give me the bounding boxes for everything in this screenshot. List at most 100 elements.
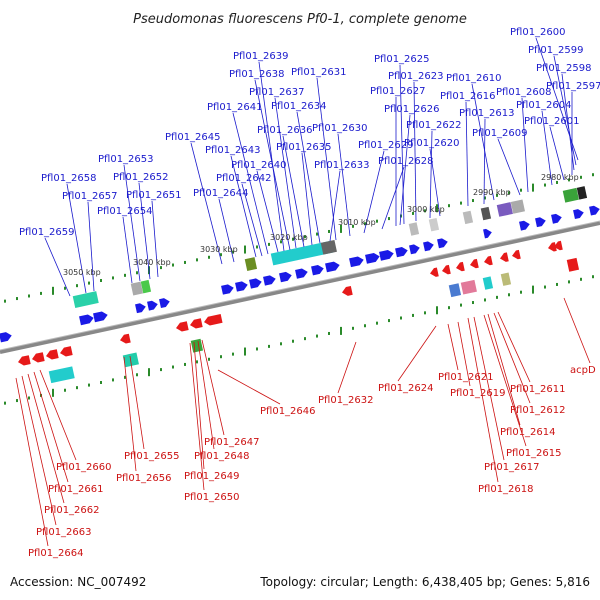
gene-label-bottom: Pfl01_2662 — [44, 505, 100, 516]
tick-mark — [208, 357, 210, 361]
tick-mark — [460, 303, 462, 307]
leader-line — [39, 369, 77, 461]
leader-line — [218, 198, 235, 263]
feature-box — [562, 187, 579, 203]
leader-line — [274, 97, 297, 249]
scale-label: 3020 kbp — [270, 233, 308, 242]
tick-mark — [64, 286, 66, 290]
gene-label-bottom: Pfl01_2661 — [48, 484, 104, 495]
tick-mark — [340, 224, 342, 233]
forward-gene-arrow — [483, 228, 492, 239]
tick-mark — [4, 401, 6, 405]
forward-gene-arrow — [423, 241, 434, 252]
scale-label: 3040 kbp — [133, 258, 171, 267]
gene-label-bottom: Pfl01_2664 — [28, 548, 84, 559]
scale-label: 3000 kbp — [407, 205, 445, 214]
forward-gene-arrow — [519, 220, 530, 231]
gene-label-top: Pfl01_2652 — [113, 172, 169, 183]
leader-line — [467, 317, 499, 483]
leader-line — [258, 61, 285, 252]
forward-gene-arrow — [311, 265, 324, 276]
tick-mark — [112, 276, 114, 280]
tick-mark — [376, 321, 378, 325]
scale-labels: 3050 kbp 3040 kbp 3030 kbp 3020 kbp 3010 kbp… — [63, 173, 579, 277]
reverse-gene-arrow — [46, 349, 59, 360]
tick-mark — [580, 277, 582, 281]
leader-line — [329, 170, 341, 242]
tick-mark — [388, 217, 390, 221]
gene-label-top: Pfl01_2639 — [233, 51, 289, 62]
forward-gene-arrow — [349, 256, 364, 268]
reverse-gene-arrow — [483, 255, 493, 266]
backbone-line — [0, 221, 600, 354]
tick-mark — [184, 260, 186, 264]
tick-mark — [448, 306, 450, 310]
gene-label-bottom: acpD — [570, 365, 596, 376]
tick-mark — [448, 204, 450, 208]
genome-backbone — [0, 220, 600, 354]
leader-line — [190, 142, 223, 265]
gene-label-top: Pfl01_2638 — [229, 69, 285, 80]
leader-line — [316, 77, 337, 241]
tick-mark — [4, 299, 6, 303]
tick-mark — [316, 232, 318, 236]
tick-mark — [220, 253, 222, 257]
tick-mark — [148, 368, 150, 377]
scale-label: 2980 kbp — [541, 173, 579, 182]
leader-line — [493, 312, 531, 404]
map-title: Pseudomonas fluorescens Pf0-1, complete … — [133, 12, 467, 27]
tick-mark — [544, 285, 546, 289]
gene-label-top: Pfl01_2634 — [271, 101, 327, 112]
feature-box — [510, 199, 525, 214]
tick-mark — [112, 378, 114, 382]
leader-line — [189, 342, 205, 491]
gene-label-bottom: Pfl01_2624 — [378, 383, 434, 394]
forward-gene-arrow — [379, 250, 394, 261]
forward-gene-arrow — [295, 268, 308, 279]
tick-mark — [304, 337, 306, 341]
reverse-gene-arrow — [500, 252, 509, 262]
feature-box — [140, 279, 152, 294]
forward-gene-arrow — [263, 275, 276, 286]
tick-mark — [196, 360, 198, 364]
gene-label-bottom: Pfl01_2650 — [184, 492, 240, 503]
tick-mark — [412, 211, 414, 215]
forward-gene-arrow — [159, 298, 170, 308]
scale-label: 3010 kbp — [338, 218, 376, 227]
gene-label-top: Pfl01_2640 — [231, 160, 287, 171]
reverse-gene-arrow — [17, 355, 31, 366]
tick-mark — [100, 381, 102, 384]
feature-box — [130, 281, 144, 296]
forward-gene-arrow — [365, 253, 380, 264]
forward-gene-arrow — [535, 217, 546, 228]
leader-line — [337, 341, 357, 394]
gene-label-bottom: Pfl01_2632 — [318, 395, 374, 406]
leader-line — [122, 216, 133, 284]
gene-label-top: Pfl01_2631 — [291, 67, 347, 78]
leader-line — [201, 339, 225, 436]
tick-mark — [316, 334, 318, 338]
tick-mark — [412, 313, 414, 317]
feature-box — [320, 239, 337, 255]
forward-gene-arrow — [325, 261, 340, 273]
tick-mark — [352, 224, 354, 228]
gene-label-bottom: Pfl01_2660 — [56, 462, 112, 473]
tick-mark — [400, 316, 402, 320]
leader-line — [44, 237, 71, 297]
tick-mark — [268, 242, 270, 246]
feature-box — [190, 338, 204, 353]
feature-box — [408, 222, 420, 236]
tick-mark — [40, 291, 42, 295]
gene-label-top: Pfl01_2643 — [205, 145, 261, 156]
feature-box — [566, 257, 580, 272]
forward-gene-arrow — [589, 205, 600, 216]
leader-line — [497, 311, 531, 383]
gene-label-top: Pfl01_2627 — [370, 86, 426, 97]
tick-mark — [244, 347, 246, 356]
leader-line — [301, 152, 313, 246]
tick-mark — [184, 362, 186, 366]
tick-mark — [352, 326, 354, 330]
tick-mark — [136, 373, 138, 377]
leader-line — [15, 377, 49, 547]
gene-label-top: Pfl01_2600 — [510, 27, 566, 38]
